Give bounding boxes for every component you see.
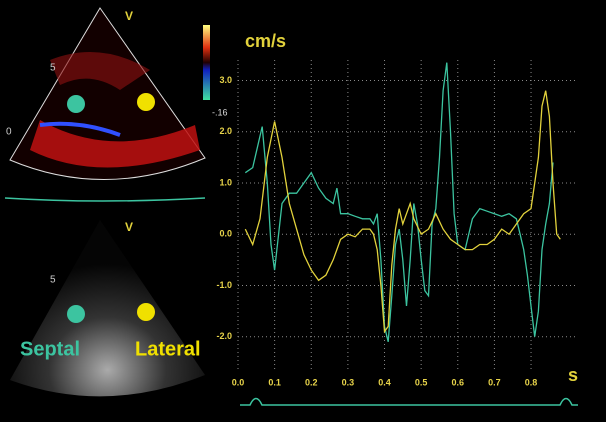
- legend-label: Septal: [20, 338, 80, 360]
- y-tick-label: 0.0: [219, 229, 232, 239]
- color-scale-label: -.16: [212, 107, 228, 117]
- x-tick-label: 0.3: [342, 377, 355, 387]
- y-tick-label: 1.0: [219, 177, 232, 187]
- septal-marker: [67, 305, 85, 323]
- x-tick-label: 0.5: [415, 377, 428, 387]
- x-tick-label: 0.4: [378, 377, 391, 387]
- y-tick-label: 2.0: [219, 126, 232, 136]
- x-tick-label: 0.1: [268, 377, 281, 387]
- x-tick-label: 0.6: [452, 377, 465, 387]
- lateral-marker: [137, 303, 155, 321]
- legend-label: Lateral: [135, 338, 201, 360]
- x-tick-label: 0.2: [305, 377, 318, 387]
- lateral-marker: [137, 93, 155, 111]
- y-tick-label: 3.0: [219, 75, 232, 85]
- y-tick-label: -2.0: [216, 331, 232, 341]
- depth-label: 5: [50, 275, 56, 286]
- depth-label: 5: [50, 63, 56, 74]
- x-tick-label: 0.8: [525, 377, 538, 387]
- x-tick-label: 0.0: [232, 377, 245, 387]
- septal-marker: [67, 95, 85, 113]
- view-marker: V: [125, 9, 133, 23]
- color-scale: [203, 25, 210, 100]
- y-tick-label: -1.0: [216, 280, 232, 290]
- y-axis-label: cm/s: [245, 31, 286, 51]
- depth-label: 0: [6, 127, 12, 138]
- x-axis-label: s: [568, 365, 578, 385]
- x-tick-label: 0.7: [488, 377, 501, 387]
- view-marker: V: [125, 220, 133, 234]
- screenshot: -.16 V 5 0 V 5 Septal Lateral cm/s s 0.0…: [0, 0, 606, 422]
